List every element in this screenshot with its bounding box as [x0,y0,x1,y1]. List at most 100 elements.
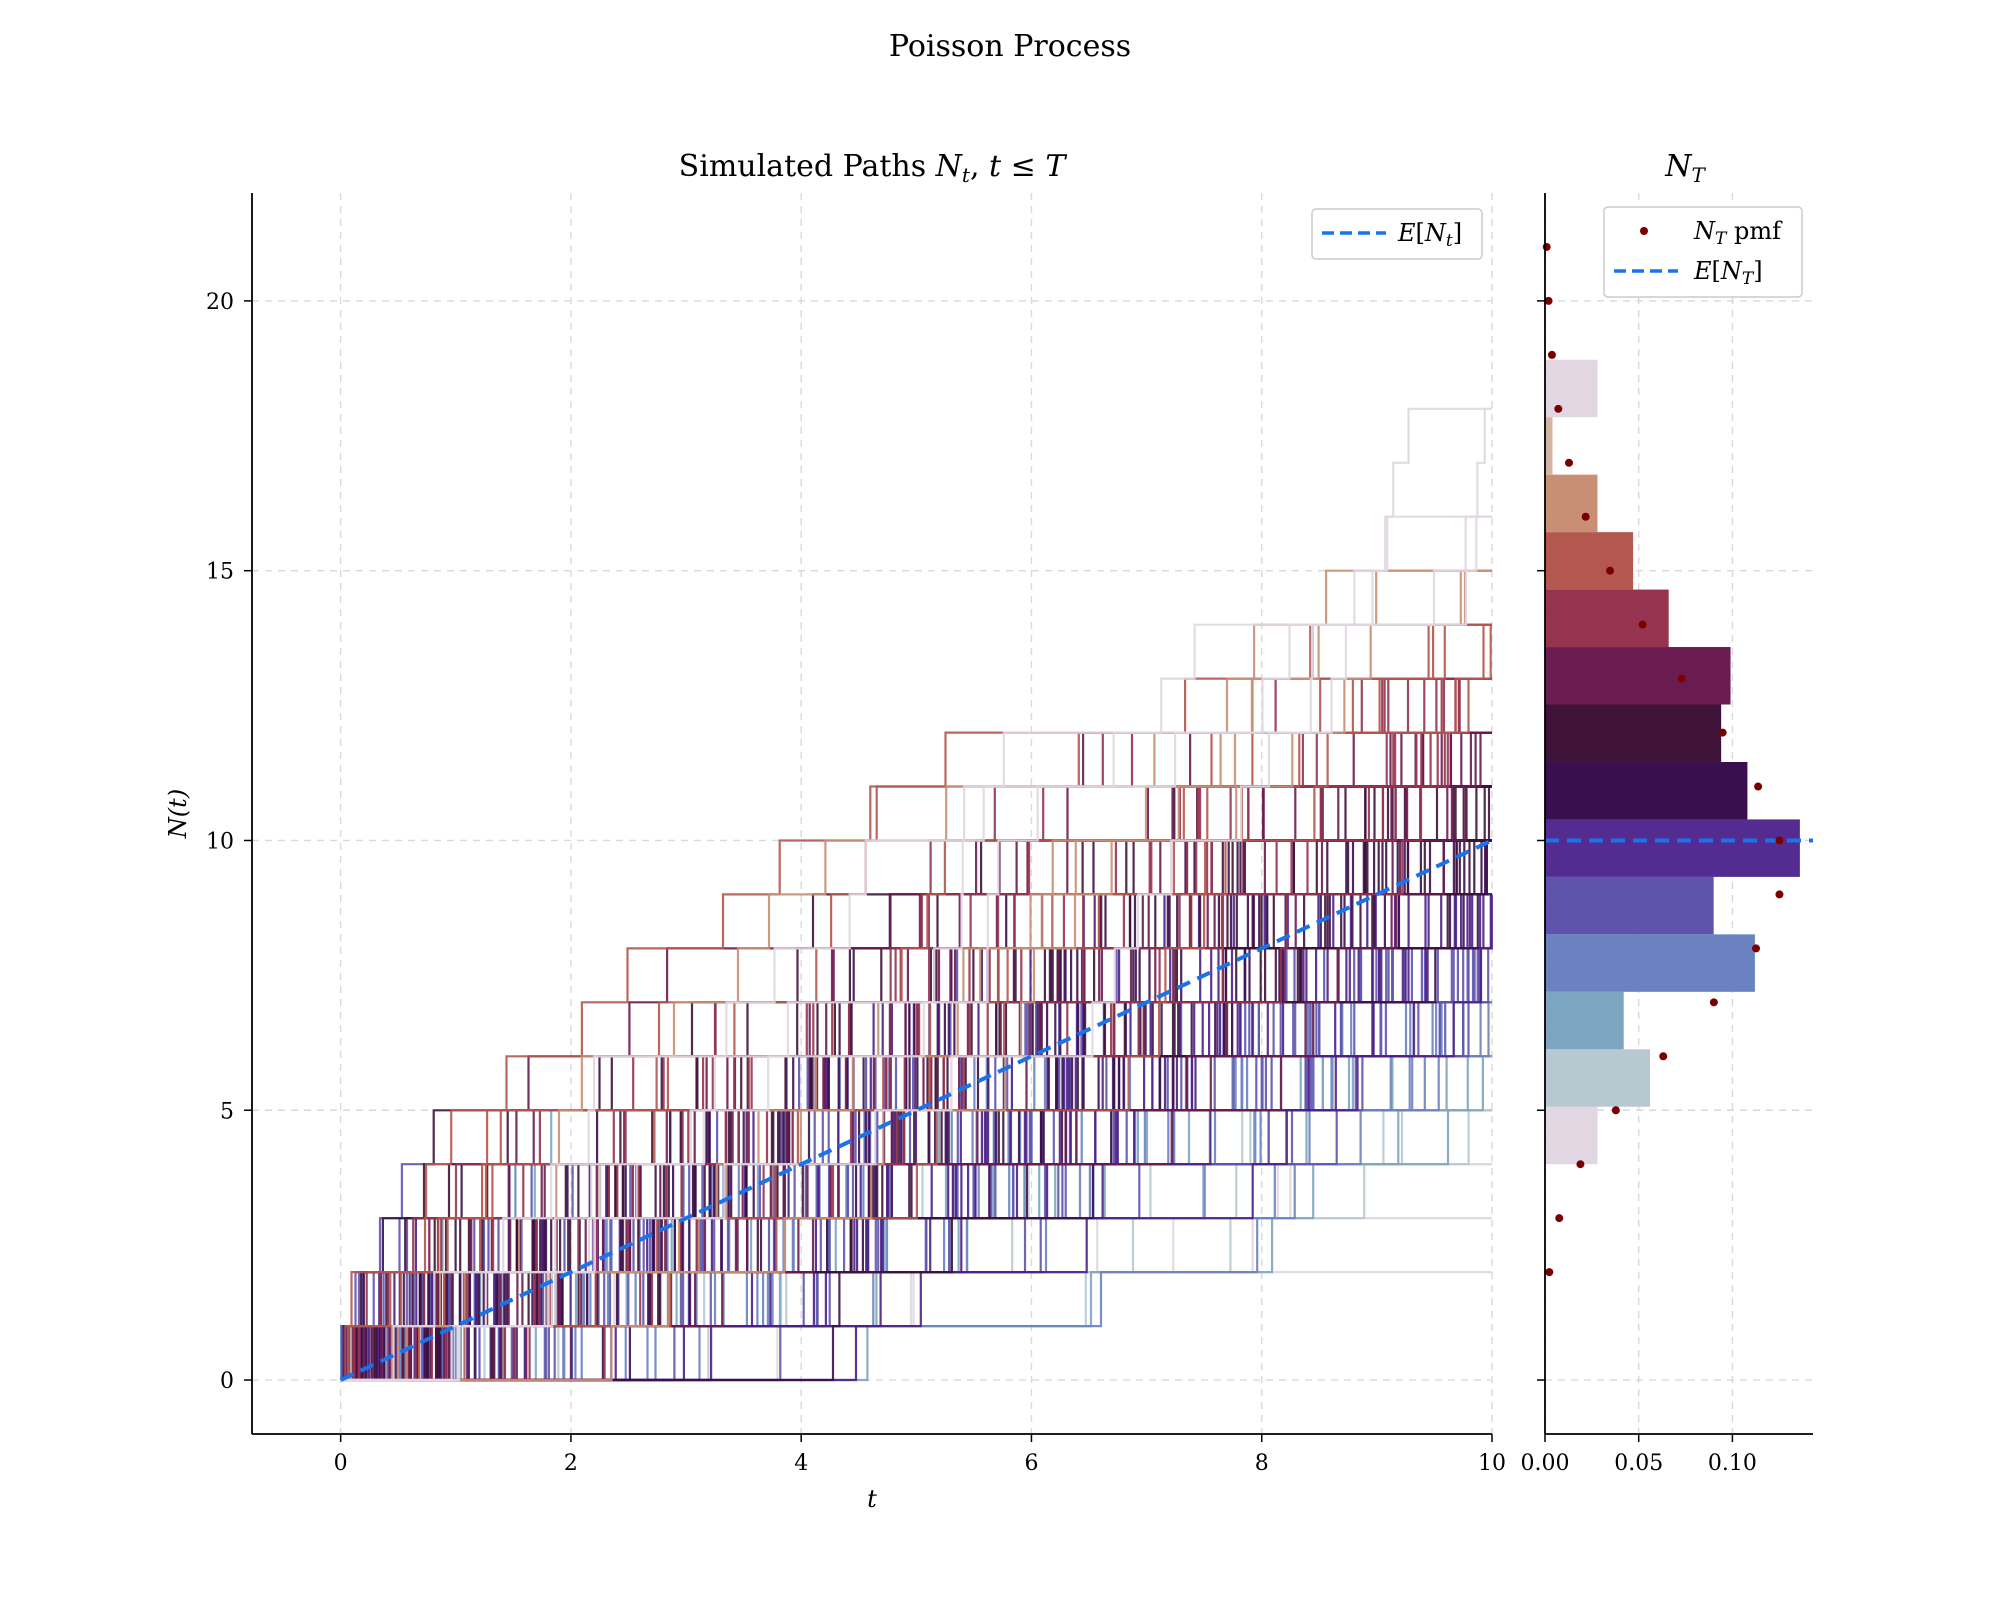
pmf-point [1709,998,1718,1007]
simulated-path [340,1109,1492,1382]
hist-x-tick-label: 0.00 [1521,1451,1570,1476]
hist-x-tick-label: 0.05 [1614,1451,1663,1476]
simulated-path [340,569,1492,1382]
histogram-bar [1545,1106,1598,1165]
simulated-path [340,785,1492,1382]
pmf-point [1775,836,1784,845]
histogram-bar [1545,474,1598,533]
paths-legend: E[Nt] [1311,208,1483,260]
pmf-point [1547,350,1556,359]
simulated-path [340,1109,1492,1382]
y-tick-label: 10 [206,829,234,854]
simulated-path [340,785,1492,1382]
paths-panel: 0 2 4 6 8 10 0 5 10 15 20 Simulated Paths Nt, t ≤ … [164,149,1506,1513]
simulated-path [340,785,1492,1382]
expected-value-line [339,838,1493,1382]
simulated-path [340,785,1492,1382]
pmf-point [1581,512,1590,521]
paths-title-text: Simulated Paths [679,149,936,184]
histogram-panel: 0.00 0.05 0.10 NT NT pmf E[NT] [1521,149,1813,1476]
histogram-bar [1545,991,1624,1050]
simulated-path [340,515,1492,1382]
paths-title: Simulated Paths Nt, t ≤ T [679,149,1068,187]
pmf-point [1564,458,1573,467]
simulated-path [340,893,1493,1382]
legend-expected-label: E[NT] [1693,257,1763,289]
histogram-bar [1545,761,1748,820]
hist-x-tick-label: 0.10 [1708,1451,1757,1476]
y-tick-label: 5 [220,1099,234,1124]
pmf-point [1638,620,1647,629]
pmf-point [1611,1106,1620,1115]
simulated-path [340,785,1492,1382]
simulated-path [340,1109,1492,1382]
histogram-bar [1545,417,1553,475]
simulated-path [340,785,1492,1382]
histogram-axes: 0.00 0.05 0.10 [1521,193,1813,1476]
x-tick-label: 4 [794,1451,808,1476]
simulated-path [340,893,1492,1382]
pmf-point [1554,404,1563,413]
simulated-path [340,515,1492,1382]
y-tick-label: 20 [206,290,234,315]
legend-expected-line-label: E[Nt] [1397,219,1462,251]
x-tick-label: 8 [1255,1451,1269,1476]
legend-pmf-marker [1640,227,1648,235]
simulated-path [340,893,1492,1382]
simulated-path [340,785,1492,1382]
simulated-path [340,407,1492,1382]
histogram-bar [1545,532,1634,590]
histogram-bar [1545,819,1800,877]
histogram-bar [1545,1049,1650,1107]
histogram-legend-box [1603,206,1803,298]
paths-xlabel: t [867,1485,877,1513]
simulated-path [340,893,1492,1382]
simulated-path [340,623,1492,1382]
histogram-bar [1545,647,1731,705]
simulated-path [340,407,1492,1382]
simulated-paths [340,407,1493,1382]
pmf-point [1542,242,1551,251]
pmf-point [1606,566,1615,575]
histogram-title: NT [1664,149,1706,187]
pmf-point [1754,782,1763,791]
x-tick-label: 2 [564,1451,578,1476]
simulated-path [340,785,1492,1382]
histogram-legend: NT pmf E[NT] [1603,206,1803,298]
pmf-point [1775,890,1784,899]
simulated-path [340,785,1492,1382]
pmf-point [1555,1214,1564,1223]
histogram-bar [1545,704,1722,762]
simulated-path [340,893,1492,1382]
histogram-bar [1545,934,1755,992]
pmf-point [1659,1052,1668,1061]
simulated-path [340,893,1492,1382]
pmf-point [1718,728,1727,737]
x-tick-label: 6 [1024,1451,1038,1476]
simulated-path [340,893,1492,1382]
simulated-path [340,785,1492,1382]
simulated-path [340,893,1492,1382]
pmf-points [1542,242,1784,1277]
pmf-point [1576,1160,1585,1169]
simulated-path [340,785,1492,1382]
legend-pmf-label: NT pmf [1693,217,1783,249]
paths-legend-box [1311,208,1483,260]
y-tick-label: 0 [220,1369,234,1394]
paths-ylabel: N(t) [164,789,192,839]
paths-axes: 0 2 4 6 8 10 0 5 10 15 20 [206,193,1506,1476]
simulated-path [340,893,1492,1382]
figure-suptitle: Poisson Process [889,29,1131,64]
simulated-path [340,893,1492,1382]
pmf-point [1545,1268,1554,1277]
simulated-path [340,569,1492,1382]
pmf-point [1752,944,1761,953]
simulated-path [340,893,1492,1382]
simulated-path [340,569,1492,1382]
pmf-point [1677,674,1686,683]
histogram-bar [1545,589,1669,648]
x-tick-label: 10 [1478,1451,1506,1476]
simulated-path [340,785,1492,1382]
simulated-path [340,893,1492,1382]
